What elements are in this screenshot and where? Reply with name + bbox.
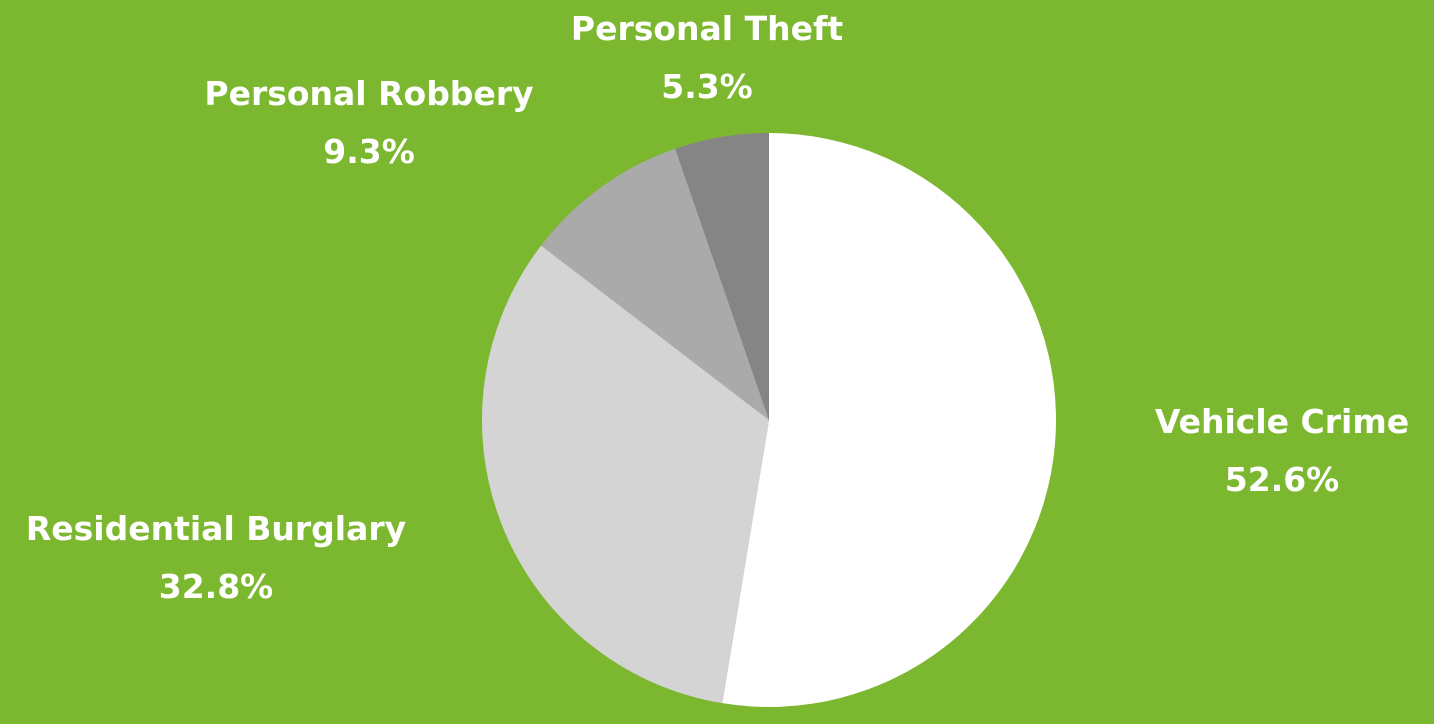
slice-label-residential-burglary: Residential Burglary 32.8% (26, 500, 406, 616)
slice-label-personal-theft: Personal Theft 5.3% (571, 0, 843, 116)
slice-value-vehicle-crime: 52.6% (1224, 460, 1340, 499)
slice-name-residential-burglary: Residential Burglary (25, 509, 407, 548)
slice-value-personal-theft: 5.3% (661, 67, 753, 106)
slice-name-personal-theft: Personal Theft (570, 9, 844, 48)
slice-label-vehicle-crime: Vehicle Crime 52.6% (1155, 393, 1409, 509)
pie-slice-personal-theft (675, 133, 769, 420)
slice-value-personal-robbery: 9.3% (323, 132, 415, 171)
slice-label-personal-robbery: Personal Robbery 9.3% (204, 65, 533, 181)
slice-name-personal-robbery: Personal Robbery (204, 74, 534, 113)
slice-value-residential-burglary: 32.8% (158, 567, 274, 606)
pie-slice-personal-robbery (541, 148, 769, 420)
slice-name-vehicle-crime: Vehicle Crime (1154, 402, 1410, 441)
pie-slice-vehicle-crime (722, 133, 1056, 708)
pie-slice-residential-burglary (482, 245, 769, 704)
